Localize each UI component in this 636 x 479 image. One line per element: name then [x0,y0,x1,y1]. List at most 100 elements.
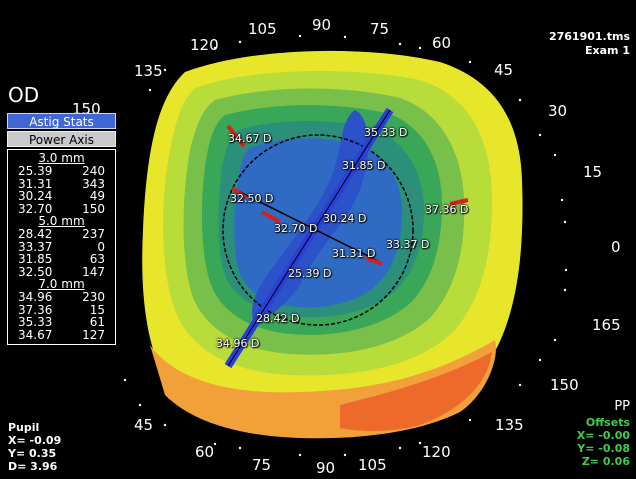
stats-table: 3.0 mm 25.39 240 31.31 343 30.24 49 32.70 150 5.0… [7,149,116,345]
offset-y: Y= -0.08 [577,442,630,455]
red-marker [261,210,281,224]
stats-axis-value: 49 [89,189,105,203]
stats-axis-value: 127 [82,327,105,342]
stats-axis-value: 230 [82,290,105,304]
offsets-info: Offsets X= -0.00 Y= -0.08 Z= 0.06 [577,416,630,468]
stats-power-value: 35.33 [18,315,53,329]
map-value-label: 25.39 D [288,267,332,280]
stats-power-value: 25.39 [18,164,53,178]
degree-label: 135 [134,62,163,80]
degree-label: 0 [611,238,621,256]
map-value-label: 35.33 D [364,126,408,139]
degree-label: 165 [592,316,621,334]
offset-z: Z= 0.06 [581,455,630,468]
degree-label: 105 [358,456,387,474]
map-value-label: 37.36 D [425,203,469,216]
stats-power-value: 34.67 [18,327,53,342]
degree-label: 60 [195,443,215,461]
stats-row: 33.37 0 [8,239,115,254]
stats-axis-value: 0 [97,239,105,254]
stats-row: 32.50 147 [8,264,115,279]
pupil-d: D= 3.96 [8,460,58,473]
map-value-label: 33.37 D [386,238,430,251]
stats-power-value: 34.96 [18,290,53,304]
degree-label: 90 [312,16,332,34]
stats-power-value: 32.70 [18,201,53,216]
degree-label: 120 [190,36,219,54]
degree-label: 60 [432,34,452,52]
pupil-y: Y= 0.35 [8,447,57,460]
pupil-info: Pupil X= -0.09 Y= 0.35 D= 3.96 [8,421,61,473]
degree-label: 150 [550,376,579,394]
exam-header: 2761901.tms Exam 1 [549,30,630,58]
power-axis-button[interactable]: Power Axis [7,131,116,147]
stats-power-value: 33.37 [18,239,53,254]
degree-label: 150 [72,100,101,118]
stats-axis-value: 147 [82,264,105,279]
stats-row: 35.33 61 [8,316,115,329]
map-value-label: 32.50 D [230,192,274,205]
degree-label: 45 [134,416,154,434]
degree-label: 45 [494,61,514,79]
degree-label: 105 [248,20,277,38]
pupil-x: X= -0.09 [8,434,62,447]
map-value-label: 32.70 D [274,222,318,235]
degree-label: 15 [583,163,603,181]
stats-power-value: 37.36 [18,302,53,317]
stats-axis-value: 343 [82,176,105,191]
stats-power-value: 30.24 [18,189,53,203]
stats-row: 31.85 63 [8,253,115,266]
exam-label: Exam 1 [585,44,630,57]
stats-power-value: 31.85 [18,252,53,266]
stats-axis-value: 240 [82,164,105,178]
degree-label: 75 [252,456,272,474]
pupil-title: Pupil [8,421,40,434]
pp-label: PP [614,399,630,414]
stats-row: 34.67 127 [8,327,115,342]
degree-label: 30 [548,102,568,120]
flat-axis-line [231,187,381,263]
stats-row: 32.70 150 [8,201,115,216]
stats-power-value: 31.31 [18,176,53,191]
eye-label: OD [8,83,40,107]
stats-row: 37.36 15 [8,302,115,317]
red-marker [365,256,383,266]
red-marker [230,186,248,200]
stats-section-title: 5.0 mm [38,214,85,228]
stats-row: 28.42 237 [8,228,115,241]
astig-stats-button[interactable]: Astig Stats [7,113,116,129]
degree-ticks [123,34,568,457]
stats-power-value: 32.50 [18,264,53,279]
map-zone-bowtie-inner [252,110,369,325]
map-value-label: 30.24 D [323,212,367,225]
map-value-label: 31.85 D [342,159,386,172]
stats-row: 25.39 240 [8,165,115,178]
stats-panel: Astig Stats Power Axis 3.0 mm 25.39 240 31.… [7,113,116,345]
stats-row: 34.96 230 [8,291,115,304]
stats-axis-value: 63 [89,252,105,266]
stats-axis-value: 61 [89,315,105,329]
offsets-title: Offsets [585,416,630,429]
stats-section-title: 7.0 mm [38,277,85,291]
stats-axis-value: 150 [82,201,105,216]
degree-label: 135 [495,416,524,434]
map-value-label: 34.67 D [228,132,272,145]
red-marker [449,198,469,206]
stats-section-title: 3.0 mm [38,151,85,165]
red-marker [226,124,246,148]
offset-x: X= -0.00 [576,429,630,442]
reference-circle [222,134,414,326]
map-value-label: 28.42 D [256,312,300,325]
stats-axis-value: 15 [89,302,105,317]
degree-label: 90 [316,459,336,477]
map-zone-orange-dark [340,352,492,432]
file-name: 2761901.tms [548,30,630,43]
stats-row: 30.24 49 [8,190,115,203]
stats-axis-value: 237 [82,227,105,241]
degree-label: 120 [422,443,451,461]
degree-label: 75 [370,20,390,38]
stats-power-value: 28.42 [18,227,53,241]
stats-row: 31.31 343 [8,176,115,191]
